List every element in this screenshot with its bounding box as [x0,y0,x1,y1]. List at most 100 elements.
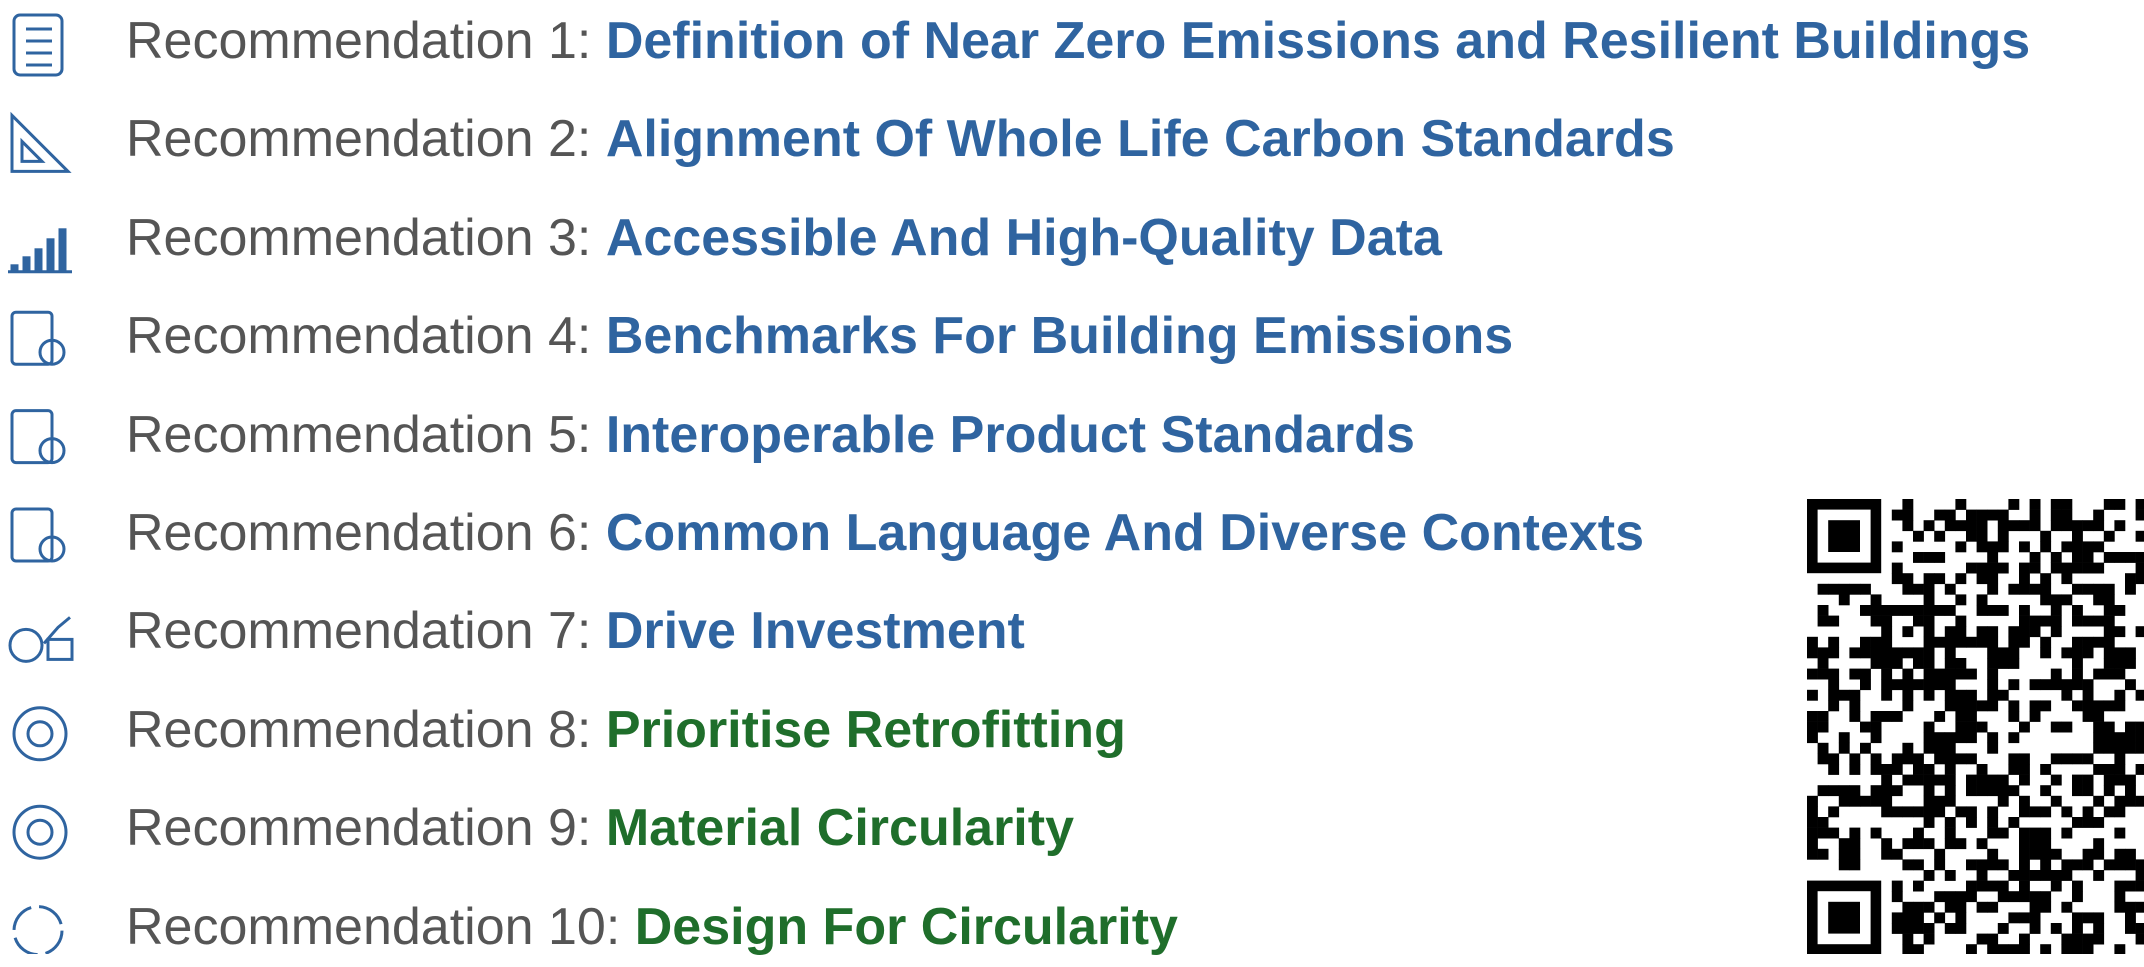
qr-module [1881,774,1893,786]
qr-module [2029,700,2041,712]
qr-module [1807,817,1818,828]
qr-module [2029,912,2041,924]
qr-module [1817,721,1829,733]
qr-module [1828,679,1840,691]
qr-module [1849,711,1861,722]
qr-module [1976,626,1988,638]
qr-module [1807,689,1818,701]
recommendation: Recommendation 9: Material Circularity [126,788,1074,868]
qr-module [1944,636,1956,648]
qr-module [2040,700,2052,712]
qr-module [1923,806,1935,818]
qr-module [1881,647,1893,659]
qr-module [2008,499,2020,510]
qr-module [1934,573,1946,585]
qr-module [2008,785,2020,797]
title: Design For Circularity [634,897,1178,956]
qr-module [1987,859,1999,871]
qr-module [1891,891,1903,903]
qr-module [1955,838,1967,850]
qr-module [1997,827,2009,839]
qr-module [1860,583,1871,595]
qr-module [1891,711,1903,722]
qr-module [1828,753,1840,765]
qr-module [1997,520,2009,532]
qr-module [2072,615,2083,627]
qr-module [1902,700,1914,712]
qr-module [2019,891,2030,903]
qr-module [2019,605,2030,616]
qr-module [2072,679,2083,691]
qr-module [1955,806,1967,818]
qr-module [2061,827,2073,839]
qr-module [2008,658,2020,669]
qr-module [1807,732,1818,744]
qr-module [1944,583,1956,595]
qr-module [2019,636,2030,648]
qr-module [2103,668,2115,680]
qr-module [1881,658,1893,669]
qr-module [2114,848,2126,860]
qr-module [2029,679,2041,691]
qr-module [1955,732,1967,744]
qr-module [2050,509,2062,521]
qr-module [2019,562,2030,574]
qr-module [2050,880,2062,892]
qr-module [1934,774,1946,786]
qr-module [1902,668,1914,680]
qr-module [2040,838,2052,850]
qr-module [1881,785,1893,797]
qr-module [2114,806,2126,818]
qr-module [2019,859,2030,871]
qr-module [1913,615,1924,627]
qr-module [1997,530,2009,542]
qr-module [1966,700,1977,712]
qr-module [1913,827,1924,839]
qr-module [1944,901,1956,913]
qr-module [1976,838,1988,850]
qr-module [2125,658,2136,669]
qr-module [2114,658,2126,669]
qr-module [2135,933,2144,945]
qr-module [1870,753,1882,765]
qr-module [1976,605,1988,616]
qr-module [1944,923,1956,934]
qr-module [1838,795,1850,807]
qr-module [2008,711,2020,722]
qr-module [1944,605,1956,616]
qr-module [1828,785,1840,797]
qr-module [1987,573,1999,585]
qr-module [1976,901,1988,913]
qr-module [1923,689,1935,701]
qr-module [1902,626,1914,638]
qr-module [2050,552,2062,563]
qr-module [1849,838,1861,850]
qr-module [2008,912,2020,924]
qr-module [2114,901,2126,913]
qr-module [2082,679,2094,691]
qr-module [1997,880,2009,892]
qr-module [1849,859,1861,871]
qr-module [2125,785,2136,797]
qr-module [2061,806,2073,818]
qr-module [1955,615,1967,627]
qr-module [1923,658,1935,669]
qr-module [2050,679,2062,691]
qr-module [1944,679,1956,691]
qr-module [1881,636,1893,648]
qr-module [1987,689,1999,701]
qr-module [1987,880,1999,892]
qr-module [2072,700,2083,712]
label: Recommendation 10: [126,897,621,956]
qr-module [1828,615,1840,627]
qr-module [2114,668,2126,680]
icon-part [10,507,54,563]
qr-module [1987,605,1999,616]
qr-module [2040,615,2052,627]
qr-module [1817,827,1829,839]
icon-part [12,905,64,954]
qr-module [2019,870,2030,881]
qr-module [2040,636,2052,648]
qr-module [1913,764,1924,775]
qr-module [1913,912,1924,924]
